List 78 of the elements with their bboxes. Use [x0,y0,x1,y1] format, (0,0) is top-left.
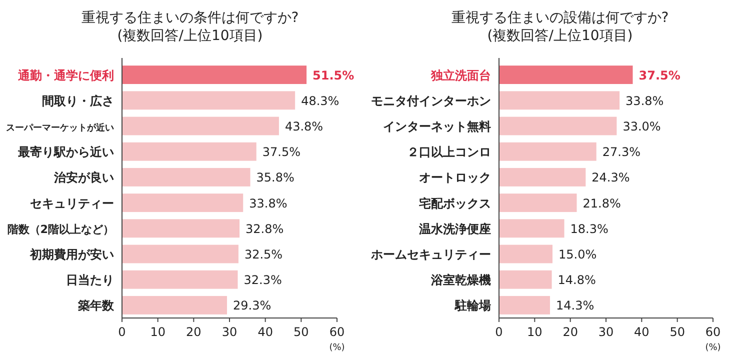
bar [122,219,240,238]
y-tick-label: 初期費用が安い [29,248,114,262]
bar [122,244,238,264]
y-tick-label: スーパーマーケットが近い [6,122,114,134]
y-tick-label: ホームセキュリティー [370,248,491,262]
bar [122,91,296,110]
x-tick-label: 20 [562,325,578,339]
y-tick-label: 階数（2階以上など） [7,222,114,236]
x-tick-label: 40 [634,325,650,339]
y-tick-label: 駐輪場 [454,298,491,313]
data-label: 21.8% [582,196,621,210]
y-tick-label: モニタ付インターホン [371,94,491,108]
y-tick-label: ２口以上コンロ [407,145,491,160]
bar [499,219,564,238]
y-tick-label: 宅配ボックス [419,196,491,210]
bar [122,194,244,212]
y-tick-label: 通勤・通学に便利 [17,68,114,82]
data-label: 14.3% [556,298,594,313]
data-label: 32.8% [246,222,284,236]
x-tick-label: 50 [294,325,309,339]
x-tick-label: 20 [186,325,202,339]
y-tick-label: 最寄り駅から近い [17,145,114,160]
data-label: 35.8% [256,170,294,185]
data-label: 33.8% [249,196,288,210]
bar [499,194,577,212]
data-label: 18.3% [570,222,608,236]
y-tick-label: 築年数 [77,298,115,313]
y-tick-label: インターネット無料 [383,120,491,134]
x-tick-label: 60 [705,325,721,339]
x-tick-label: 50 [670,325,685,339]
y-tick-label: 温水洗浄便座 [418,222,491,236]
chart-title: 重視する住まいの設備は何ですか? (複数回答/上位10項目) [451,10,669,44]
data-label: 37.5% [262,145,300,160]
data-label: 15.0% [558,248,597,262]
x-tick-label: 10 [150,325,166,339]
bar [499,244,552,264]
data-label: 37.5% [638,68,680,82]
bar [499,296,550,314]
data-label: 24.3% [592,170,630,185]
data-label: 27.3% [602,145,640,160]
data-label: 32.5% [244,248,283,262]
y-tick-label: 日当たり [66,273,114,288]
data-label: 32.3% [244,273,282,288]
y-tick-label: オートロック [419,170,491,185]
x-tick-label: 30 [222,325,238,339]
chart-title: 重視する住まいの条件は何ですか? (複数回答/上位10項目) [81,10,299,44]
data-label: 51.5% [312,68,354,82]
bar [122,116,279,136]
x-tick-label: 30 [598,325,614,339]
data-label: 14.8% [558,273,596,288]
x-tick-label: 0 [118,325,126,339]
bar [122,66,307,84]
bar [499,142,596,161]
data-label: 33.8% [626,94,664,108]
bar [122,296,227,314]
y-tick-label: 独立洗面台 [430,68,491,82]
bar [122,270,238,289]
y-tick-label: 治安が良い [53,170,114,185]
data-label: 43.8% [284,120,324,134]
bar [122,168,250,186]
x-tick-label: 0 [495,325,503,339]
data-label: 48.3% [301,94,340,108]
y-tick-label: 浴室乾燥機 [430,273,491,288]
bar [499,91,620,110]
x-tick-label: 60 [329,325,345,339]
data-label: 29.3% [232,298,272,313]
bar [122,142,256,161]
y-tick-label: 間取り・広さ [42,94,114,108]
data-label: 33.0% [622,120,661,134]
x-axis-title: (%) [329,343,345,353]
y-tick-label: セキュリティー [30,196,114,210]
bar [499,66,633,84]
bar [499,270,552,289]
bar [499,116,617,136]
bar [499,168,586,186]
x-tick-label: 10 [527,325,542,339]
x-axis-title: (%) [705,343,721,353]
x-tick-label: 40 [258,325,273,339]
